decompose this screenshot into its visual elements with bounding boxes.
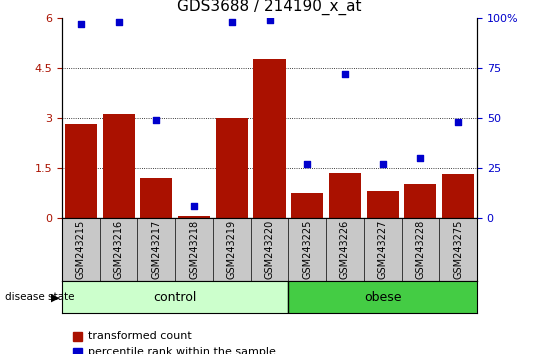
Bar — [288, 281, 477, 313]
Text: GSM243216: GSM243216 — [114, 219, 123, 279]
Text: GSM243225: GSM243225 — [302, 219, 312, 279]
Text: GSM243275: GSM243275 — [453, 219, 463, 279]
Bar — [291, 193, 323, 218]
Text: disease state: disease state — [5, 292, 75, 302]
Text: GSM243217: GSM243217 — [151, 219, 161, 279]
Point — [303, 161, 312, 166]
Text: transformed count: transformed count — [88, 331, 191, 341]
Point — [454, 119, 462, 125]
Text: GSM243228: GSM243228 — [416, 219, 425, 279]
Bar — [367, 191, 399, 218]
Point — [190, 203, 198, 209]
Text: GSM243227: GSM243227 — [378, 219, 388, 279]
Point — [114, 19, 123, 24]
Point — [341, 71, 349, 76]
Point — [265, 17, 274, 23]
Point — [227, 19, 236, 24]
Point — [77, 21, 85, 27]
Point — [416, 155, 425, 161]
Bar — [178, 216, 210, 218]
Bar — [65, 124, 97, 218]
Bar — [442, 175, 474, 218]
Text: GSM243215: GSM243215 — [76, 219, 86, 279]
Bar — [62, 281, 288, 313]
Text: GSM243218: GSM243218 — [189, 219, 199, 279]
Point — [152, 117, 161, 122]
Text: obese: obese — [364, 291, 402, 304]
Bar — [329, 173, 361, 218]
Bar — [102, 114, 135, 218]
Text: GSM243220: GSM243220 — [265, 219, 274, 279]
Bar — [253, 59, 286, 218]
Text: percentile rank within the sample: percentile rank within the sample — [88, 347, 276, 354]
Title: GDS3688 / 214190_x_at: GDS3688 / 214190_x_at — [177, 0, 362, 15]
Bar — [404, 184, 437, 218]
Text: GSM243219: GSM243219 — [227, 219, 237, 279]
Point — [378, 161, 387, 166]
Text: control: control — [154, 291, 197, 304]
Bar — [140, 178, 172, 218]
Text: GSM243226: GSM243226 — [340, 219, 350, 279]
Bar — [216, 118, 248, 218]
Text: ▶: ▶ — [51, 292, 59, 302]
